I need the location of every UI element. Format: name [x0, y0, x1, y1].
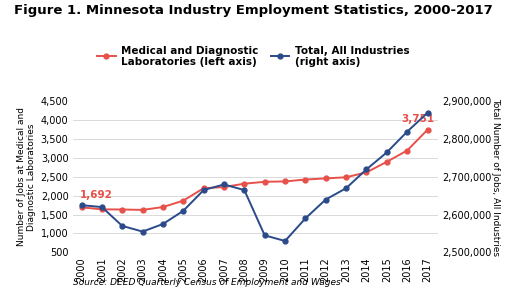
Text: 1,692: 1,692 — [79, 190, 112, 200]
Text: 3,751: 3,751 — [400, 114, 433, 124]
Text: Source: DEED Quarterly Census of Employment and Wages: Source: DEED Quarterly Census of Employm… — [73, 278, 340, 287]
Text: Figure 1. Minnesota Industry Employment Statistics, 2000-2017: Figure 1. Minnesota Industry Employment … — [14, 4, 491, 17]
Y-axis label: Number of Jobs at Medical and
Diagnostic Laboratories: Number of Jobs at Medical and Diagnostic… — [17, 107, 36, 246]
Y-axis label: Total Number of Jobs, All Industries: Total Number of Jobs, All Industries — [490, 98, 499, 256]
Legend: Medical and Diagnostic
Laboratories (left axis), Total, All Industries
(right ax: Medical and Diagnostic Laboratories (lef… — [92, 41, 413, 71]
